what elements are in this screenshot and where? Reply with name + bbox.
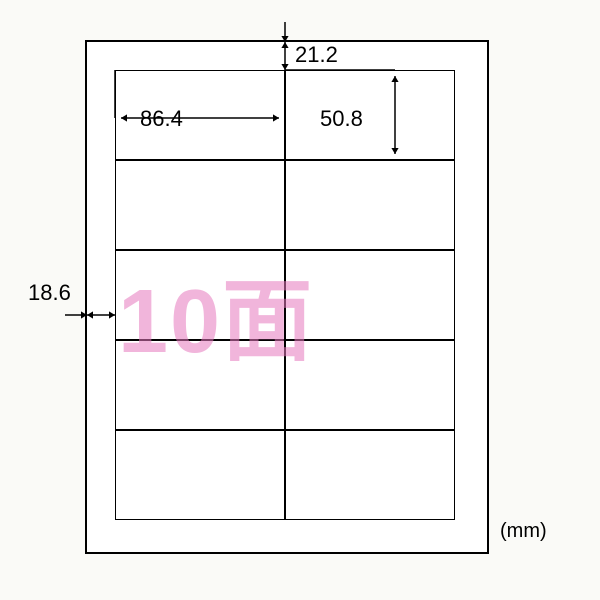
- dimension-arrows: [0, 0, 600, 600]
- diagram-canvas: 10面 21.2 86.4 50.8 18.6 (mm): [0, 0, 600, 600]
